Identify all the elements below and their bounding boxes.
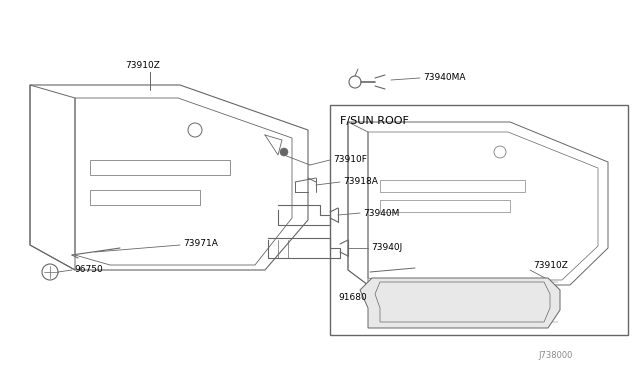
- Text: F/SUN ROOF: F/SUN ROOF: [340, 116, 409, 126]
- Text: 73910Z: 73910Z: [533, 260, 568, 269]
- Text: 73940MA: 73940MA: [423, 74, 465, 83]
- Text: 91680: 91680: [338, 294, 367, 302]
- Text: 73910F: 73910F: [333, 155, 367, 164]
- Text: 73940M: 73940M: [363, 208, 399, 218]
- Text: 73918A: 73918A: [343, 177, 378, 186]
- Text: 73940J: 73940J: [371, 244, 403, 253]
- Bar: [330, 105, 628, 335]
- Text: 73910Z: 73910Z: [125, 61, 160, 70]
- Text: 73971A: 73971A: [183, 238, 218, 247]
- Circle shape: [280, 148, 288, 156]
- Text: 96750: 96750: [74, 266, 103, 275]
- Polygon shape: [360, 278, 560, 328]
- Text: J738000: J738000: [538, 352, 572, 360]
